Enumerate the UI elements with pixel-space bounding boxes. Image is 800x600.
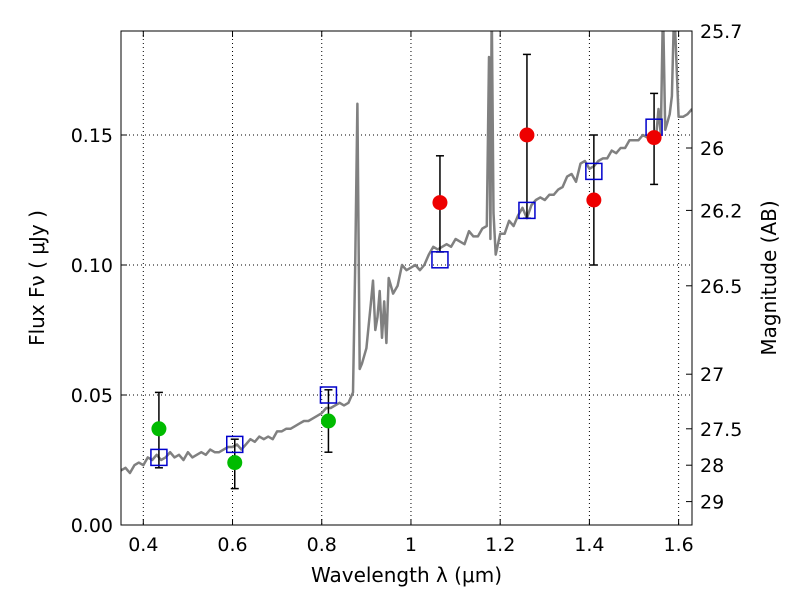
x-axis-label: Wavelength λ (μm) <box>311 563 502 587</box>
model-photometry-square <box>518 201 536 220</box>
y-tick-label: 0.15 <box>71 125 113 147</box>
x-tick-label: 1.2 <box>485 534 515 556</box>
x-tick-label: 1 <box>405 534 417 556</box>
plot-area <box>121 31 692 490</box>
red-data-point <box>519 127 535 143</box>
green-data-point <box>151 421 167 437</box>
model-photometry-square <box>319 386 338 404</box>
model-photometry-square <box>431 251 449 269</box>
x-tick-label: 0.4 <box>128 534 158 556</box>
grid <box>121 31 692 525</box>
y-tick-label: 0.05 <box>71 385 113 407</box>
x-tick-label: 1.4 <box>574 534 604 556</box>
red-data-point <box>586 192 602 208</box>
green-data-point <box>320 413 336 429</box>
red-data-point <box>432 195 448 211</box>
y2-axis-label: Magnitude (AB) <box>757 200 781 355</box>
axes-frame <box>120 30 693 526</box>
model-photometry-square <box>585 162 603 181</box>
y-tick-label: 0.10 <box>71 255 113 277</box>
axes: 0.4 0.6 0.8 1 1.2 1.4 1.6 0.00 0.05 0.10 0.15 25.7 2… <box>71 21 743 556</box>
y2-tick-label: 27.5 <box>700 419 742 441</box>
y-tick-label: 0.00 <box>71 515 113 537</box>
model-photometry-square <box>226 435 244 454</box>
red-data-point <box>646 130 662 146</box>
x-tick-label: 0.8 <box>307 534 337 556</box>
y2-tick-label: 26.2 <box>700 200 742 222</box>
model-photometry-square <box>150 448 168 467</box>
y2-tick-label: 27 <box>700 364 724 386</box>
model-spectrum-line <box>121 31 692 475</box>
green-data-point <box>227 455 243 471</box>
y2-tick-label: 26.5 <box>700 276 742 298</box>
y2-tick-label: 28 <box>700 455 724 477</box>
y2-tick-label: 26 <box>700 138 724 160</box>
y2-tick-label: 29 <box>700 492 724 514</box>
x-tick-label: 1.6 <box>664 534 694 556</box>
y-axis-label: Flux Fν ( μJy ) <box>25 210 49 346</box>
x-tick-label: 0.6 <box>217 534 247 556</box>
y2-tick-label: 25.7 <box>700 21 742 43</box>
